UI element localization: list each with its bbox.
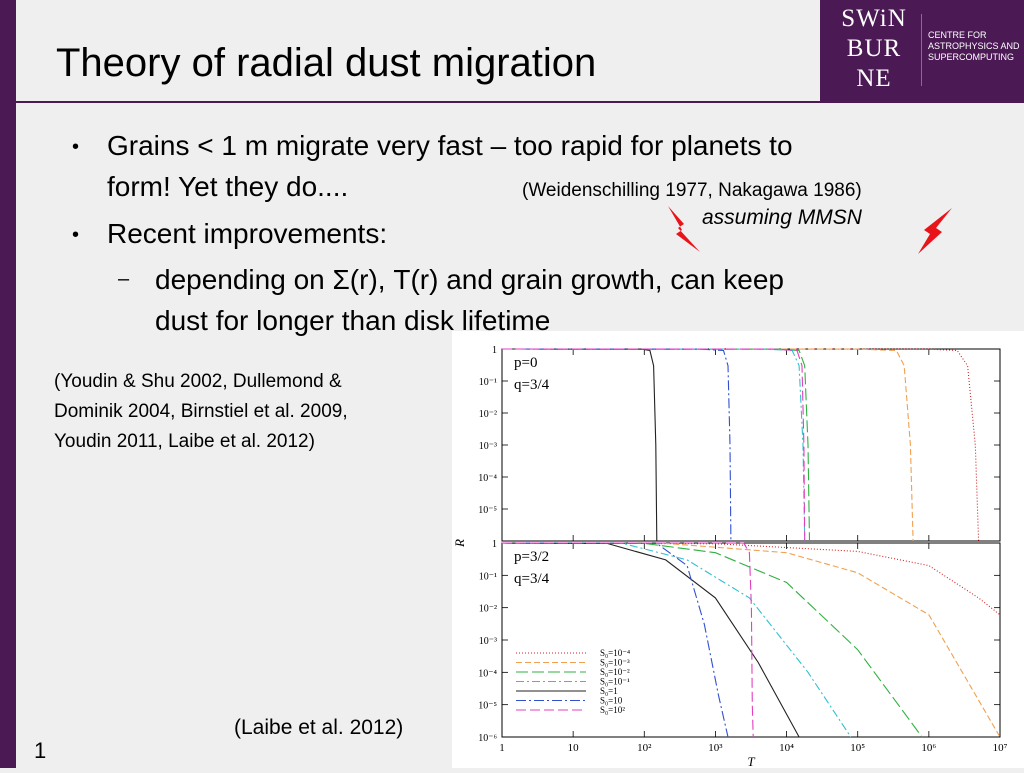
logo-wordmark: SWiN BUR NE (841, 5, 907, 92)
bullet-marker: • (72, 224, 80, 246)
lightning-bolt-icon (668, 206, 700, 252)
y-tick-label: 10⁻⁶ (478, 733, 497, 744)
legend-label: S₀=10⁻² (600, 667, 630, 677)
y-tick-label: 10⁻² (479, 409, 497, 420)
sub-bullet-marker: – (118, 268, 130, 290)
panel-annotation: p=0 (514, 355, 537, 371)
y-tick-label: 10⁻³ (479, 636, 497, 647)
y-tick-label: 10⁻¹ (479, 377, 497, 388)
series-line (501, 542, 1001, 738)
y-tick-label: 10⁻⁴ (478, 668, 497, 679)
y-tick-label: 1 (492, 539, 497, 550)
panel-annotation: p=3/2 (514, 549, 549, 565)
sub-bullet-line-1: depending on Σ(r), T(r) and grain growth… (155, 264, 784, 295)
series-line (501, 348, 806, 542)
y-tick-label: 10⁻⁵ (478, 701, 497, 712)
panel-annotation: q=3/4 (514, 377, 550, 393)
y-axis-label: R (452, 539, 467, 548)
plot-frame (501, 348, 1001, 542)
dust-migration-plot: 1 10⁻¹ 10⁻² 10⁻³ 10⁻⁴ 10⁻⁵ p=0 q=3/4 R 1 10⁻¹ 10⁻² 1… (452, 345, 1008, 769)
legend-label: S₀=10⁻¹ (600, 677, 630, 687)
legend-label: S₀=10⁻³ (600, 658, 630, 668)
series-line (501, 542, 1001, 616)
bullet-2-line-1: Recent improvements: (107, 218, 388, 249)
bullet-marker: • (72, 136, 80, 158)
series-line (501, 542, 923, 738)
x-tick-label: 10² (637, 742, 652, 754)
x-axis-label: T (747, 754, 755, 768)
mmsn-note: assuming MMSN (702, 206, 862, 229)
y-tick-label: 10⁻³ (479, 441, 497, 452)
legend-label: S₀=1 (600, 686, 618, 696)
y-tick-label: 10⁻⁵ (478, 505, 497, 516)
x-tick-label: 1 (499, 742, 505, 754)
x-tick-label: 10 (568, 742, 580, 754)
series-line (501, 348, 732, 542)
slide-number: 1 (34, 738, 47, 763)
y-tick-label: 1 (492, 345, 497, 356)
legend-label: S₀=10 (600, 696, 623, 706)
logo-subtitle: CENTRE FOR ASTROPHYSICS AND SUPERCOMPUTI… (928, 30, 1020, 62)
sub-bullet-line-2: dust for longer than disk lifetime (155, 305, 551, 336)
x-tick-label: 10⁴ (779, 742, 794, 754)
x-tick-label: 10⁶ (921, 742, 936, 754)
panel-annotation: q=3/4 (514, 571, 550, 587)
series-line (501, 542, 754, 738)
lightning-bolt-icon (918, 208, 952, 254)
left-accent-bar (0, 0, 16, 768)
recent-citations: (Youdin & Shu 2002, Dullemond & Dominik … (54, 371, 348, 452)
legend-label: S₀=10² (600, 705, 625, 715)
legend-label: S₀=10⁻⁴ (600, 648, 630, 658)
logo-separator (921, 14, 922, 86)
plot-frame (501, 542, 1001, 738)
y-tick-label: 10⁻¹ (479, 571, 497, 582)
x-tick-label: 10³ (708, 742, 723, 754)
title-underline (16, 101, 1024, 103)
swinburne-logo: SWiN BUR NE CENTRE FOR ASTROPHYSICS AND … (820, 0, 1024, 102)
bullet-1-line-2: form! Yet they do.... (107, 171, 349, 202)
weidenschilling-citation: (Weidenschilling 1977, Nakagawa 1986) (522, 180, 862, 201)
y-tick-label: 10⁻⁴ (478, 473, 497, 484)
series-line (501, 348, 914, 542)
series-line (501, 348, 980, 542)
figure-panel: 1 10⁻¹ 10⁻² 10⁻³ 10⁻⁴ 10⁻⁵ p=0 q=3/4 R 1 10⁻¹ 10⁻² 1… (452, 331, 1024, 769)
slide-title: Theory of radial dust migration (56, 41, 597, 85)
x-tick-label: 10⁷ (993, 742, 1008, 754)
figure-source-citation: (Laibe et al. 2012) (234, 716, 404, 739)
x-tick-label: 10⁵ (850, 742, 865, 754)
bullet-1-line-1: Grains < 1 m migrate very fast – too rap… (107, 130, 793, 161)
series-line (501, 542, 852, 738)
y-tick-label: 10⁻² (479, 604, 497, 615)
